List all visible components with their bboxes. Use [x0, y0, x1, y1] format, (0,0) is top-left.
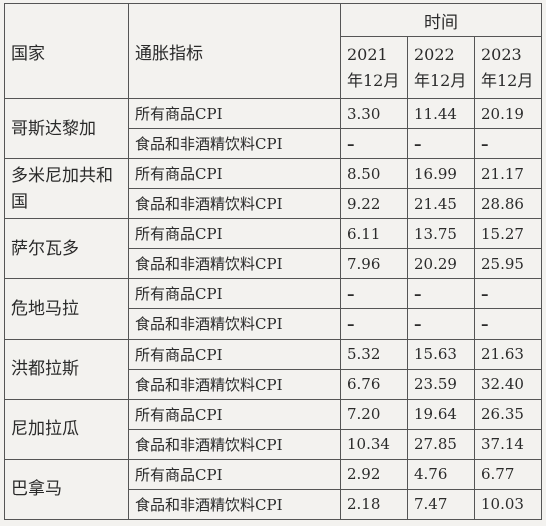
- country-cell: 危地马拉: [4, 278, 129, 340]
- indicator-cell: 食品和非酒精饮料CPI: [128, 488, 341, 521]
- table-row: 尼加拉瓜 所有商品CPI 7.20 19.64 26.35: [4, 398, 543, 460]
- country-cell: 多米尼加共和国: [4, 158, 129, 220]
- value-cell: –: [340, 308, 408, 340]
- value-cell: 3.30: [340, 97, 408, 130]
- value-cell: –: [407, 278, 475, 310]
- value-cell: 7.47: [407, 488, 475, 521]
- value-cell: 6.76: [340, 368, 408, 400]
- indicator-cell: 所有商品CPI: [128, 97, 341, 130]
- value-cell: –: [473, 308, 543, 340]
- value-cell: 26.35: [473, 398, 543, 430]
- value-cell: 21.63: [473, 338, 543, 370]
- value-cell: 16.99: [407, 158, 475, 190]
- value-cell: 21.17: [473, 158, 543, 190]
- table-row: 巴拿马 所有商品CPI 2.92 4.76 6.77: [4, 458, 543, 521]
- table-row: 危地马拉 所有商品CPI – – –: [4, 278, 543, 340]
- country-cell: 尼加拉瓜: [4, 398, 129, 460]
- value-cell: 11.44: [407, 97, 475, 130]
- table-row: 多米尼加共和国 所有商品CPI 8.50 16.99 21.17: [4, 158, 543, 220]
- value-cell: 19.64: [407, 398, 475, 430]
- table-row: 食品和非酒精饮料CPI – – –: [5, 128, 543, 160]
- value-cell: 7.20: [340, 398, 408, 430]
- indicator-cell: 食品和非酒精饮料CPI: [128, 128, 341, 160]
- country-cell: 哥斯达黎加: [4, 97, 129, 160]
- value-cell: 2.92: [340, 458, 408, 490]
- header-time: 时间: [339, 3, 543, 37]
- value-cell: –: [473, 128, 543, 160]
- value-cell: 9.22: [340, 188, 408, 220]
- value-cell: 5.32: [340, 338, 408, 370]
- header-year-2021: 2021年12月: [340, 36, 408, 99]
- value-cell: 7.96: [340, 248, 408, 280]
- table-body: 哥斯达黎加 所有商品CPI 3.30 11.44 20.19 食品和非酒精饮料CPI – – –…: [4, 97, 543, 521]
- country-cell: 萨尔瓦多: [4, 218, 129, 280]
- value-cell: 20.19: [473, 97, 543, 130]
- value-cell: 4.76: [407, 458, 475, 490]
- header-indicator: 通胀指标: [128, 3, 341, 99]
- country-cell: 洪都拉斯: [4, 338, 129, 400]
- table-row: 哥斯达黎加 所有商品CPI 3.30 11.44 20.19: [4, 97, 543, 160]
- indicator-cell: 所有商品CPI: [128, 218, 341, 250]
- value-cell: 13.75: [407, 218, 475, 250]
- value-cell: 23.59: [407, 368, 475, 400]
- indicator-cell: 食品和非酒精饮料CPI: [128, 368, 341, 400]
- indicator-cell: 所有商品CPI: [128, 338, 341, 370]
- value-cell: 28.86: [473, 188, 543, 220]
- indicator-cell: 所有商品CPI: [128, 458, 341, 490]
- value-cell: 10.34: [340, 428, 408, 460]
- table-row: 食品和非酒精饮料CPI 10.34 27.85 37.14: [5, 428, 543, 460]
- value-cell: –: [473, 278, 543, 310]
- indicator-cell: 食品和非酒精饮料CPI: [128, 188, 341, 220]
- value-cell: –: [340, 278, 408, 310]
- country-cell: 巴拿马: [4, 458, 129, 521]
- value-cell: 21.45: [407, 188, 475, 220]
- value-cell: 15.63: [407, 338, 475, 370]
- value-cell: 15.27: [473, 218, 543, 250]
- value-cell: 37.14: [473, 428, 543, 460]
- value-cell: 2.18: [340, 488, 408, 521]
- table-row: 食品和非酒精饮料CPI 2.18 7.47 10.03: [5, 488, 543, 521]
- table-row: 萨尔瓦多 所有商品CPI 6.11 13.75 15.27: [4, 218, 543, 280]
- value-cell: 10.03: [473, 488, 543, 521]
- header-year-2022: 2022年12月: [407, 36, 475, 99]
- value-cell: 25.95: [473, 248, 543, 280]
- indicator-cell: 所有商品CPI: [128, 278, 341, 310]
- value-cell: 32.40: [473, 368, 543, 400]
- value-cell: –: [407, 128, 475, 160]
- value-cell: 6.11: [340, 218, 408, 250]
- value-cell: –: [340, 128, 408, 160]
- cpi-table: 国家 通胀指标 时间 2021年12月 2022年12月 2023年12月 哥斯…: [4, 3, 543, 521]
- indicator-cell: 所有商品CPI: [128, 398, 341, 430]
- table-header: 国家 通胀指标 时间 2021年12月 2022年12月 2023年12月: [4, 3, 543, 99]
- table-row: 食品和非酒精饮料CPI – – –: [5, 308, 543, 340]
- value-cell: 8.50: [340, 158, 408, 190]
- indicator-cell: 食品和非酒精饮料CPI: [128, 248, 341, 280]
- header-country: 国家: [4, 3, 129, 99]
- header-year-2023: 2023年12月: [473, 36, 543, 99]
- value-cell: –: [407, 308, 475, 340]
- indicator-cell: 食品和非酒精饮料CPI: [128, 308, 341, 340]
- value-cell: 20.29: [407, 248, 475, 280]
- value-cell: 27.85: [407, 428, 475, 460]
- value-cell: 6.77: [473, 458, 543, 490]
- indicator-cell: 所有商品CPI: [128, 158, 341, 190]
- indicator-cell: 食品和非酒精饮料CPI: [128, 428, 341, 460]
- cpi-table-container: 国家 通胀指标 时间 2021年12月 2022年12月 2023年12月 哥斯…: [4, 3, 543, 521]
- table-row: 洪都拉斯 所有商品CPI 5.32 15.63 21.63: [4, 338, 543, 400]
